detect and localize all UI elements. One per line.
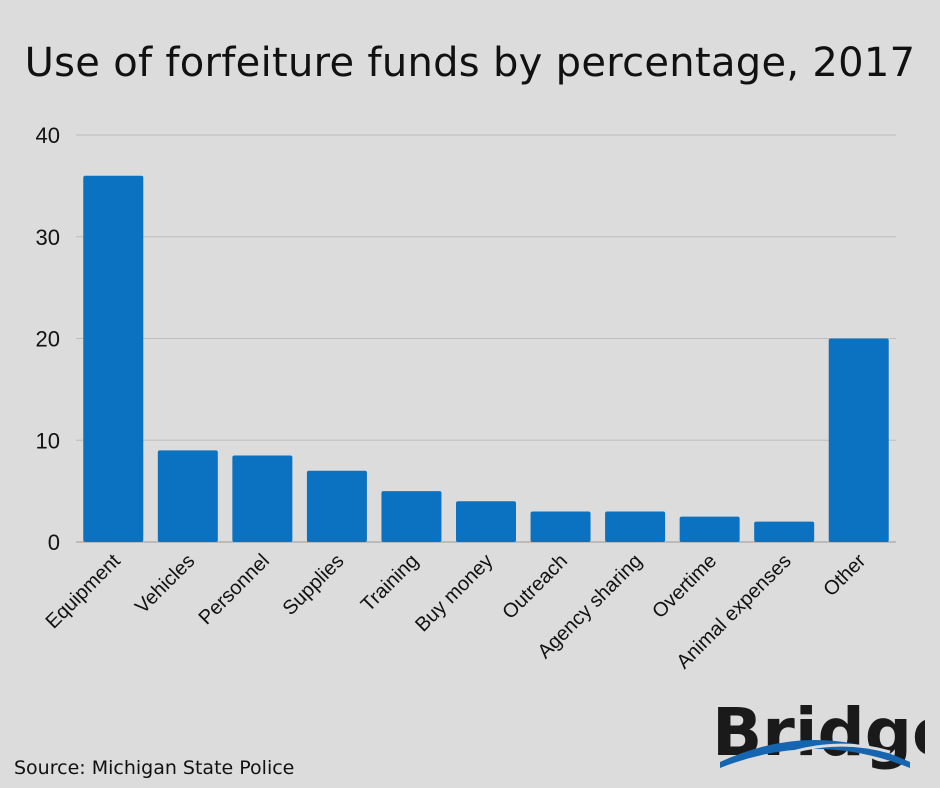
y-tick-label: 0 bbox=[48, 530, 60, 555]
bar-training bbox=[381, 491, 442, 542]
bar-personnel bbox=[232, 455, 293, 542]
bar-agency-sharing bbox=[605, 511, 666, 542]
y-tick-label: 40 bbox=[36, 123, 60, 148]
y-tick-label: 10 bbox=[36, 428, 60, 453]
x-tick-label: Supplies bbox=[279, 550, 349, 620]
x-tick-label: Outreach bbox=[498, 550, 572, 624]
bar-animal-expenses bbox=[754, 521, 815, 542]
bar-outreach bbox=[530, 511, 591, 542]
x-tick-label: Overtime bbox=[648, 550, 721, 623]
bar-equipment bbox=[83, 175, 144, 542]
bars bbox=[83, 175, 889, 542]
bar-supplies bbox=[306, 470, 367, 542]
x-tick-label: Personnel bbox=[195, 550, 274, 629]
bar-vehicles bbox=[157, 450, 218, 542]
bar-buy-money bbox=[456, 501, 516, 542]
x-tick-label: Buy money bbox=[411, 550, 497, 636]
chart-title: Use of forfeiture funds by percentage, 2… bbox=[24, 40, 916, 86]
x-tick-label: Other bbox=[819, 550, 870, 601]
y-tick-label: 20 bbox=[36, 327, 60, 352]
x-tick-label: Equipment bbox=[42, 550, 125, 633]
y-tick-label: 30 bbox=[36, 225, 60, 250]
y-axis-ticks: 0 10 20 30 40 bbox=[36, 123, 60, 555]
bar-overtime bbox=[679, 516, 740, 542]
bridge-logo: Bridge bbox=[712, 700, 925, 771]
source-note: Source: Michigan State Police bbox=[14, 757, 295, 779]
x-tick-label: Vehicles bbox=[131, 550, 199, 618]
x-tick-label: Training bbox=[357, 550, 423, 616]
bar-other bbox=[828, 338, 889, 542]
